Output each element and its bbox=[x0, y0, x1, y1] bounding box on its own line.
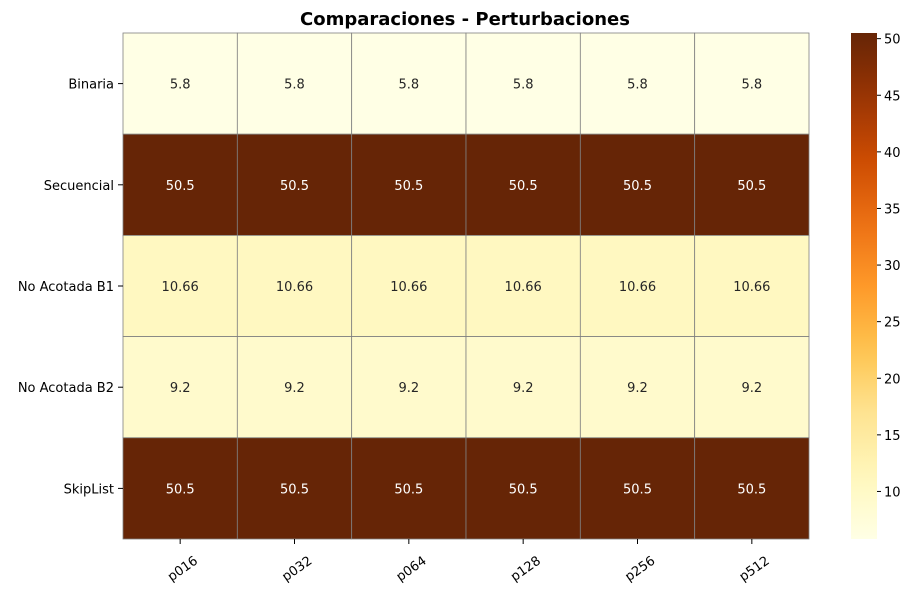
heatmap-cell bbox=[465, 336, 581, 439]
colorbar-tick-label: 45 bbox=[884, 89, 901, 104]
y-tick-label: Binaria bbox=[68, 78, 114, 93]
cell-value-label: 10.66 bbox=[162, 280, 199, 295]
heatmap-cell bbox=[122, 336, 238, 439]
heatmap-cell bbox=[236, 234, 353, 337]
colorbar-tick-label: 50 bbox=[884, 33, 901, 48]
heatmap-cell bbox=[694, 437, 810, 540]
heatmap-cell bbox=[236, 133, 353, 236]
cell-value-label: 10.66 bbox=[619, 280, 656, 295]
x-tick-label: p128 bbox=[508, 554, 544, 585]
cell-value-label: 50.5 bbox=[166, 179, 195, 194]
heatmap-cells: 5.8 5.8 5.8 5.8 5.8 5.8 50.5 50.5 50.5 50.5 50.5 50… bbox=[122, 32, 810, 540]
cell-value-label: 9.2 bbox=[513, 381, 534, 396]
colorbar-scale bbox=[851, 33, 877, 539]
heatmap-cell bbox=[236, 336, 353, 439]
y-tick-label: Secuencial bbox=[44, 179, 114, 194]
heatmap-cell bbox=[579, 234, 696, 337]
cell-value-label: 5.8 bbox=[627, 78, 648, 93]
colorbar-tick-label: 30 bbox=[884, 259, 901, 274]
heatmap-cell bbox=[694, 336, 810, 439]
cell-value-label: 5.8 bbox=[170, 78, 191, 93]
cell-value-label: 50.5 bbox=[394, 482, 423, 497]
heatmap-cell bbox=[351, 336, 467, 439]
cell-value-label: 50.5 bbox=[623, 179, 652, 194]
cell-value-label: 9.2 bbox=[398, 381, 419, 396]
heatmap-cell bbox=[465, 32, 581, 135]
colorbar-tick-label: 35 bbox=[884, 202, 901, 217]
cell-value-label: 50.5 bbox=[166, 482, 195, 497]
heatmap-cell bbox=[465, 234, 581, 337]
heatmap-cell bbox=[351, 32, 467, 135]
heatmap-cell bbox=[579, 336, 696, 439]
colorbar-tick-label: 40 bbox=[884, 146, 901, 161]
cell-value-label: 50.5 bbox=[737, 482, 766, 497]
heatmap-cell bbox=[579, 32, 696, 135]
heatmap-cell bbox=[122, 234, 238, 337]
cell-value-label: 50.5 bbox=[280, 482, 309, 497]
cell-value-label: 10.66 bbox=[505, 280, 542, 295]
cell-value-label: 50.5 bbox=[509, 482, 538, 497]
x-tick-label: p016 bbox=[165, 554, 201, 585]
heatmap-cell bbox=[122, 437, 238, 540]
cell-value-label: 10.66 bbox=[390, 280, 427, 295]
y-tick-label: SkipList bbox=[64, 482, 114, 497]
heatmap-cell bbox=[122, 32, 238, 135]
heatmap-cell bbox=[236, 32, 353, 135]
heatmap-cell bbox=[465, 133, 581, 236]
heatmap-cell bbox=[694, 133, 810, 236]
cell-value-label: 50.5 bbox=[280, 179, 309, 194]
y-tick-label: No Acotada B2 bbox=[18, 381, 114, 396]
chart-title: Comparaciones - Perturbaciones bbox=[300, 9, 630, 30]
heatmap-cell bbox=[351, 437, 467, 540]
x-tick-label: p256 bbox=[623, 554, 659, 585]
colorbar: 10 15 20 25 30 35 40 45 50 bbox=[851, 33, 901, 539]
heatmap-cell bbox=[694, 32, 810, 135]
heatmap-cell bbox=[579, 437, 696, 540]
x-tick-label: p032 bbox=[280, 554, 316, 585]
y-tick-label: No Acotada B1 bbox=[18, 280, 114, 295]
y-axis-tick-labels: Binaria Secuencial No Acotada B1 No Acotada… bbox=[18, 78, 123, 497]
x-tick-label: p064 bbox=[394, 554, 430, 585]
heatmap-cell bbox=[694, 234, 810, 337]
colorbar-tick-label: 10 bbox=[884, 485, 901, 500]
cell-value-label: 9.2 bbox=[284, 381, 305, 396]
x-axis-tick-labels: p016 p032 p064 p128 p256 p512 bbox=[165, 539, 773, 585]
cell-value-label: 5.8 bbox=[741, 78, 762, 93]
cell-value-label: 5.8 bbox=[513, 78, 534, 93]
colorbar-tick-label: 25 bbox=[884, 316, 901, 331]
cell-value-label: 50.5 bbox=[737, 179, 766, 194]
colorbar-tick-label: 15 bbox=[884, 429, 901, 444]
cell-value-label: 5.8 bbox=[398, 78, 419, 93]
cell-value-label: 10.66 bbox=[276, 280, 313, 295]
x-tick-label: p512 bbox=[737, 554, 773, 585]
cell-value-label: 9.2 bbox=[170, 381, 191, 396]
cell-value-label: 50.5 bbox=[509, 179, 538, 194]
heatmap-cell bbox=[351, 234, 467, 337]
colorbar-tick-label: 20 bbox=[884, 372, 901, 387]
cell-value-label: 5.8 bbox=[284, 78, 305, 93]
cell-value-label: 50.5 bbox=[394, 179, 423, 194]
cell-value-label: 9.2 bbox=[741, 381, 762, 396]
cell-value-label: 9.2 bbox=[627, 381, 648, 396]
heatmap-cell bbox=[465, 437, 581, 540]
cell-value-label: 50.5 bbox=[623, 482, 652, 497]
cell-value-label: 10.66 bbox=[733, 280, 770, 295]
